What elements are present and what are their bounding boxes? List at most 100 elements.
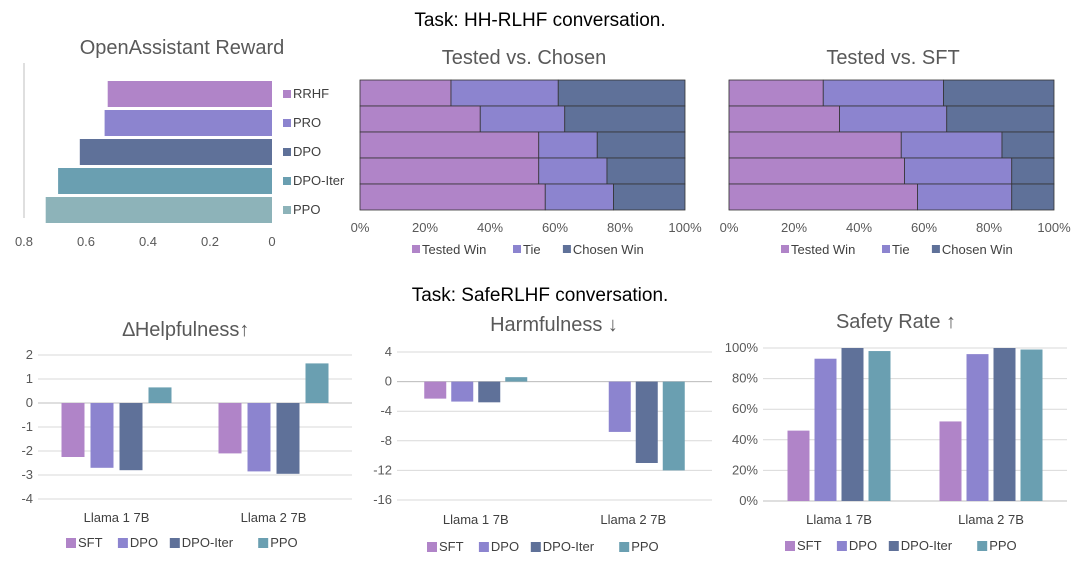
safety-rate-legend-sft: SFT [797, 538, 822, 553]
tested-vs-sft-segment-ppo-chosen-win [1011, 183, 1055, 211]
reward-legend-pro: PRO [293, 115, 321, 130]
tested-vs-sft-segment-rrhf-chosen-win [943, 79, 1055, 107]
helpfulness-bar-llama-1-7b-sft [61, 403, 85, 457]
tested-vs-chosen-x-tick: 20% [412, 220, 438, 235]
tested-vs-chosen-segment-rrhf-chosen-win [557, 79, 686, 107]
helpfulness-bar-llama-2-7b-dpo-iter [276, 403, 300, 474]
harmfulness-chart: Harmfulness ↓ -16 -12 -8 -4 0 4 Llama 1 7B Llam… [373, 314, 712, 554]
reward-legend-swatch-ppo [283, 206, 291, 214]
tested-vs-sft-segment-dpo-chosen-win [1001, 131, 1055, 159]
reward-legend-swatch-rrhf [283, 90, 291, 98]
helpfulness-y-tick: 1 [26, 371, 33, 386]
tested-vs-sft-x-tick: 100% [1037, 220, 1071, 235]
tested-vs-sft-x-tick: 0% [720, 220, 739, 235]
tested-vs-chosen-segment-pro-tie [479, 105, 566, 133]
tested-vs-chosen-x-tick: 40% [477, 220, 503, 235]
safety-rate-title: Safety Rate ↑ [836, 311, 956, 333]
helpfulness-y-tick: 0 [26, 395, 33, 410]
tested-vs-chosen-legend-chosen-win: Chosen Win [573, 242, 644, 257]
helpfulness-y-tick: -3 [21, 467, 33, 482]
reward-legend-swatch-dpo-iter [283, 177, 291, 185]
safety-rate-bar-llama-2-7b-dpo-iter [993, 348, 1016, 501]
helpfulness-legend-swatch-dpo-iter [169, 538, 180, 548]
reward-x-tick: 0 [268, 234, 275, 249]
tested-vs-sft-x-tick: 40% [846, 220, 872, 235]
helpfulness-legend-swatch-sft [66, 538, 76, 548]
harmfulness-title: Harmfulness ↓ [490, 314, 618, 336]
reward-bar-rrhf [107, 81, 272, 107]
safety-rate-y-tick: 80% [732, 371, 758, 386]
safety-rate-legend-swatch-sft [785, 541, 795, 551]
tested-vs-chosen-segment-pro-tested-win [359, 105, 481, 133]
tested-vs-chosen-segment-ppo-tested-win [359, 183, 546, 211]
tested-vs-chosen-legend-tie: Tie [523, 242, 541, 257]
reward-x-tick: 0.8 [15, 234, 33, 249]
reward-x-tick: 0.6 [77, 234, 95, 249]
safety-rate-bar-llama-2-7b-ppo [1020, 349, 1043, 501]
harmfulness-bar-llama-2-7b-ppo [662, 381, 685, 471]
safety-rate-chart: Safety Rate ↑ 0% 20% 40% 60% 80% 100% Llama 1 … [725, 311, 1067, 553]
harmfulness-legend-swatch-dpo-iter [530, 542, 541, 552]
harmfulness-legend-dpo: DPO [491, 539, 519, 554]
helpfulness-y-tick: 2 [26, 347, 33, 362]
tested-vs-sft-segment-dpo-tested-win [728, 131, 902, 159]
tested-vs-chosen-x-tick: 100% [668, 220, 702, 235]
tested-vs-sft-segment-ppo-tested-win [728, 183, 918, 211]
harmfulness-bar-llama-1-7b-dpo-iter [478, 381, 501, 403]
safety-rate-legend-swatch-dpo [836, 541, 847, 551]
harmfulness-bar-llama-1-7b-dpo [451, 381, 474, 402]
safety-rate-bar-llama-2-7b-dpo [966, 354, 989, 501]
openassistant-reward-chart: OpenAssistant Reward RRHF PRO DPO DPO-Iter P… [15, 37, 345, 249]
reward-legend-dpo: DPO [293, 144, 321, 159]
tested-vs-chosen-x-tick: 60% [542, 220, 568, 235]
tested-vs-sft-segment-pro-tie [839, 105, 948, 133]
safety-rate-legend-swatch-ppo [977, 541, 988, 551]
tested-vs-chosen-segment-pro-chosen-win [564, 105, 686, 133]
tested-vs-chosen-segment-dpo-tie [538, 131, 598, 159]
harmfulness-legend-swatch-ppo [619, 542, 630, 552]
helpfulness-bar-llama-1-7b-dpo [90, 403, 114, 468]
task-title-saferlhf: Task: SafeRLHF conversation. [412, 285, 669, 306]
reward-legend-swatch-pro [283, 119, 291, 127]
tested-vs-sft-legend-chosen-win: Chosen Win [942, 242, 1013, 257]
harmfulness-y-tick: 4 [385, 344, 392, 359]
harmfulness-y-tick: -16 [373, 492, 392, 507]
harmfulness-legend-swatch-sft [427, 542, 437, 552]
harmfulness-bar-llama-1-7b-sft [424, 381, 447, 399]
openassistant-reward-title: OpenAssistant Reward [80, 37, 285, 59]
harmfulness-bar-llama-2-7b-dpo [608, 381, 631, 432]
harmfulness-legend-ppo: PPO [631, 539, 658, 554]
tested-vs-sft-legend-swatch-tie [882, 245, 890, 253]
safety-rate-bar-llama-1-7b-sft [787, 430, 810, 501]
tested-vs-chosen-segment-rrhf-tested-win [359, 79, 452, 107]
tested-vs-chosen-segment-dpo-iter-chosen-win [606, 157, 686, 185]
helpfulness-x-category-label: Llama 1 7B [84, 510, 150, 525]
reward-x-tick: 0.2 [201, 234, 219, 249]
harmfulness-bar-llama-2-7b-dpo-iter [635, 381, 658, 463]
tested-vs-chosen-segment-dpo-tested-win [359, 131, 540, 159]
harmfulness-x-category-label: Llama 2 7B [600, 512, 666, 527]
reward-bar-dpo [79, 139, 272, 165]
helpfulness-bar-llama-2-7b-dpo [247, 403, 271, 472]
helpfulness-chart: ∆Helpfulness↑ -4 -3 -2 -1 0 1 2 Llama 1 7B Llama… [21, 319, 352, 550]
helpfulness-y-tick: -1 [21, 419, 33, 434]
tested-vs-sft-segment-dpo-iter-tie [904, 157, 1013, 185]
helpfulness-y-tick: -2 [21, 443, 33, 458]
safety-rate-bar-llama-1-7b-dpo [814, 358, 837, 501]
harmfulness-legend-sft: SFT [439, 539, 464, 554]
tested-vs-sft-segment-dpo-iter-chosen-win [1011, 157, 1055, 185]
tested-vs-chosen-segment-dpo-iter-tested-win [359, 157, 540, 185]
harmfulness-bar-llama-1-7b-ppo [505, 377, 528, 382]
tested-vs-sft-segment-dpo-tie [900, 131, 1003, 159]
helpfulness-legend-swatch-ppo [258, 538, 269, 548]
reward-bar-ppo [45, 197, 273, 223]
helpfulness-bar-llama-2-7b-ppo [305, 363, 329, 403]
helpfulness-legend-sft: SFT [78, 535, 103, 550]
helpfulness-bar-llama-1-7b-dpo-iter [119, 403, 143, 471]
safety-rate-legend-dpo: DPO [849, 538, 877, 553]
tested-vs-sft-x-tick: 60% [911, 220, 937, 235]
tested-vs-sft-segment-rrhf-tested-win [728, 79, 824, 107]
tested-vs-chosen-x-tick: 80% [607, 220, 633, 235]
tested-vs-sft-chart: Tested vs. SFT 0% 20% 40% 60% 80% 100% Tested … [720, 47, 1071, 257]
reward-legend-ppo: PPO [293, 202, 320, 217]
